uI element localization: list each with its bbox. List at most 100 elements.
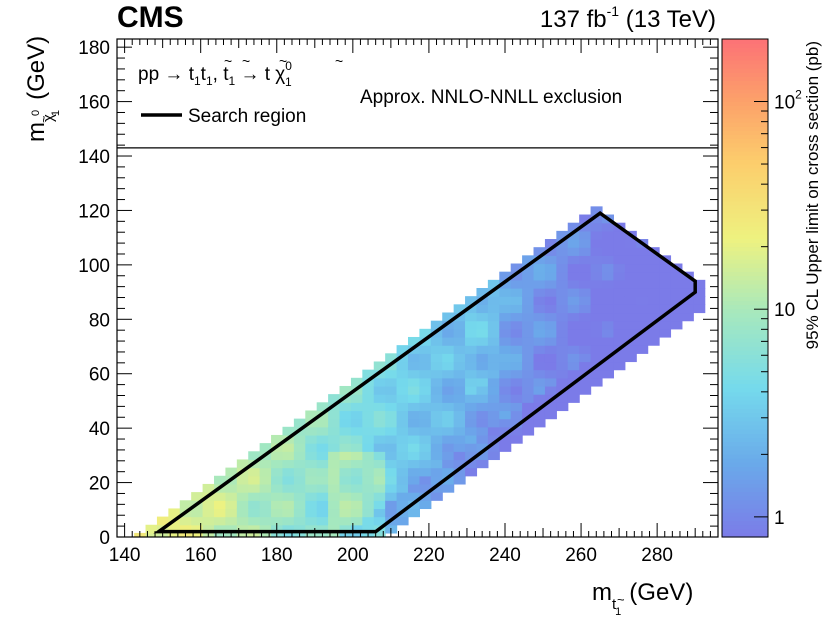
heatmap-cell: [624, 353, 637, 363]
heatmap-cell: [339, 459, 352, 469]
color-bar-segment: [722, 209, 768, 214]
heatmap-cell: [533, 353, 546, 363]
heatmap-cell: [487, 279, 500, 289]
color-bar-segment: [722, 275, 768, 281]
legend-search-region: Search region: [188, 106, 306, 127]
heatmap-cell: [487, 443, 500, 452]
heatmap-cell: [567, 247, 580, 256]
heatmap-cell: [191, 516, 204, 526]
heatmap-cell: [567, 279, 580, 289]
color-bar-segment: [722, 283, 768, 289]
heatmap-cell: [476, 410, 489, 420]
heatmap-cell: [453, 377, 466, 387]
heatmap-cell: [590, 230, 603, 240]
heatmap-cell: [373, 500, 386, 510]
heatmap-cell: [579, 320, 592, 330]
color-bar-segment: [722, 167, 768, 173]
color-bar-segment: [722, 391, 768, 397]
heatmap-cell: [350, 443, 363, 452]
heatmap-cell: [362, 508, 375, 518]
heatmap-cell: [533, 377, 546, 387]
heatmap-cell: [567, 222, 580, 232]
heatmap-cell: [293, 500, 306, 510]
heatmap-cell: [487, 434, 500, 444]
color-bar-segment: [722, 68, 768, 73]
heatmap-cell: [385, 475, 398, 485]
legend-tilde-1: ~: [224, 53, 232, 69]
color-bar-segment: [722, 532, 768, 538]
heatmap-cell: [362, 385, 375, 395]
heatmap-cell: [510, 328, 523, 338]
heatmap-cell: [624, 296, 637, 305]
heatmap-cell: [373, 483, 386, 493]
heatmap-cell: [510, 394, 523, 403]
heatmap-cell: [430, 336, 443, 346]
heatmap-cell: [385, 418, 398, 428]
x-tick-label: 160: [185, 545, 217, 566]
heatmap-cell: [487, 402, 500, 412]
heatmap-cell: [693, 279, 706, 289]
y-tick-label: 40: [89, 419, 110, 440]
heatmap-cell: [430, 410, 443, 420]
color-bar-segment: [722, 155, 768, 160]
heatmap-cell: [419, 353, 432, 363]
heatmap-cell: [601, 288, 614, 297]
heatmap-cell: [693, 296, 706, 305]
color-bar-segment: [722, 234, 768, 239]
color-bar-segment: [722, 113, 768, 119]
heatmap-cell: [590, 353, 603, 363]
heatmap-cell: [487, 304, 500, 314]
heatmap-cell: [476, 434, 489, 444]
heatmap-cell: [396, 500, 409, 510]
heatmap-cell: [636, 279, 649, 289]
heatmap-cell: [293, 516, 306, 526]
color-bar-segment: [722, 416, 768, 422]
heatmap-cell: [601, 279, 614, 289]
heatmap-cell: [145, 532, 158, 537]
heatmap-cell: [487, 377, 500, 387]
heatmap-cell: [636, 312, 649, 322]
heatmap-cell: [624, 288, 637, 297]
heatmap-cell: [453, 451, 466, 461]
heatmap-cell: [499, 426, 512, 436]
heatmap-cell: [442, 459, 455, 469]
heatmap-cell: [476, 288, 489, 297]
heatmap-cell: [442, 385, 455, 395]
heatmap-cell: [465, 353, 478, 363]
heatmap-cell: [259, 508, 272, 518]
heatmap-cell: [522, 296, 535, 305]
heatmap-cell: [442, 402, 455, 412]
heatmap-cell: [522, 385, 535, 395]
heatmap-cell: [419, 451, 432, 461]
color-bar-segment: [722, 254, 768, 260]
y-axis-title: mχ10(GeV) ~: [23, 36, 62, 142]
heatmap-cell: [522, 255, 535, 265]
heatmap-cell: [282, 426, 295, 436]
heatmap-cell: [579, 247, 592, 256]
heatmap-cell: [567, 288, 580, 297]
heatmap-cell: [396, 516, 409, 526]
heatmap-cell: [579, 312, 592, 322]
heatmap-cell: [396, 345, 409, 354]
heatmap-cell: [350, 500, 363, 510]
z-tick-label: 102: [774, 88, 802, 114]
heatmap-cell: [430, 394, 443, 403]
color-bar-segment: [722, 184, 768, 189]
heatmap-cell: [533, 418, 546, 428]
heatmap-cell: [465, 369, 478, 379]
color-bar-segment: [722, 491, 768, 497]
heatmap-cell: [453, 304, 466, 314]
heatmap-cell: [305, 483, 318, 493]
heatmap-cell: [659, 271, 672, 281]
heatmap-cell: [442, 353, 455, 363]
heatmap-cell: [465, 451, 478, 461]
heatmap-cell: [407, 353, 420, 363]
heatmap-cell: [419, 394, 432, 403]
heatmap-cell: [407, 492, 420, 501]
heatmap-cell: [293, 492, 306, 501]
heatmap-cell: [636, 336, 649, 346]
heatmap-cell: [681, 304, 694, 314]
heatmap-cell: [316, 443, 329, 452]
heatmap-cell: [579, 328, 592, 338]
